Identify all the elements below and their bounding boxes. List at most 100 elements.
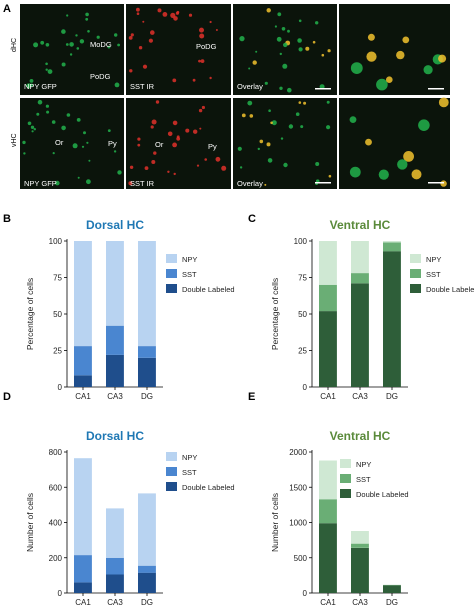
region-label-modg: MoDG [90, 40, 112, 49]
cell-marker [83, 131, 86, 135]
cell-marker [283, 162, 288, 168]
cell-marker [312, 40, 316, 44]
panel-letter-a: A [3, 3, 11, 15]
cell-marker [209, 20, 212, 24]
cell-marker [129, 69, 133, 73]
y-tick-label: 500 [294, 554, 308, 563]
cell-marker [277, 12, 282, 17]
cell-marker [137, 143, 141, 147]
panel-letter-d: D [3, 391, 11, 403]
cell-marker [22, 140, 26, 145]
region-label-podg: PoDG [90, 72, 111, 81]
cell-marker [287, 87, 292, 93]
cell-marker [280, 137, 284, 140]
cell-marker [248, 67, 251, 70]
bar-segment [106, 574, 124, 593]
bar-segment [106, 325, 124, 355]
cell-marker [255, 50, 258, 53]
cell-marker [37, 99, 43, 105]
cell-marker [397, 159, 408, 170]
cell-marker [326, 125, 331, 130]
x-tick-label: CA1 [320, 598, 336, 605]
bar-segment [351, 241, 369, 274]
cell-marker [209, 76, 212, 80]
cell-marker [66, 113, 71, 117]
cell-marker [268, 109, 271, 112]
cell-marker [176, 136, 181, 141]
y-tick-label: 0 [303, 383, 308, 392]
y-axis-label: Number of cells [25, 493, 35, 552]
x-tick-label: CA1 [75, 598, 91, 605]
bar-segment [138, 493, 156, 566]
cell-marker [155, 100, 160, 104]
bar-segment [138, 346, 156, 358]
bar-segment [74, 582, 92, 593]
cell-marker [418, 119, 430, 131]
micrograph-tile [126, 4, 231, 95]
bar-segment [74, 555, 92, 583]
cell-marker [129, 165, 134, 169]
cell-marker [117, 43, 120, 47]
cell-marker [411, 169, 422, 180]
chart-title: Dorsal HC [86, 218, 144, 232]
cell-marker [396, 50, 405, 60]
cell-marker [315, 162, 320, 166]
cell-marker [252, 60, 257, 65]
micrograph-tile [339, 4, 450, 95]
cell-marker [300, 125, 304, 129]
cell-marker [440, 180, 447, 187]
cell-marker [76, 47, 80, 50]
y-tick-label: 1000 [289, 519, 307, 528]
bar-segment [138, 241, 156, 347]
cell-marker [199, 127, 202, 130]
cell-marker [96, 35, 100, 39]
cell-marker [193, 129, 198, 134]
cell-marker [81, 145, 85, 148]
channel-label-dhc-2: SST IR [130, 82, 155, 91]
cell-marker [61, 125, 66, 131]
cell-marker [239, 36, 245, 42]
cell-marker [86, 141, 89, 144]
cell-marker [247, 100, 253, 106]
cell-marker [365, 138, 372, 146]
bar-segment [351, 531, 369, 544]
cell-marker [288, 124, 294, 129]
cell-marker [113, 150, 117, 153]
row-label-dhc: dHC [11, 38, 18, 52]
chart-title: Dorsal HC [86, 429, 144, 443]
panel-letter-e: E [248, 391, 255, 403]
cell-marker [151, 160, 156, 164]
y-tick-label: 100 [294, 237, 308, 246]
legend-swatch [166, 284, 177, 293]
cell-marker [61, 29, 66, 34]
cell-marker [266, 8, 271, 13]
cell-marker [199, 27, 204, 33]
cell-marker [321, 53, 325, 57]
y-tick-label: 2000 [289, 448, 307, 457]
cell-marker [249, 114, 254, 118]
cell-marker [328, 174, 332, 178]
cell-marker [69, 42, 74, 47]
cell-marker [87, 30, 90, 33]
bar-segment [319, 499, 337, 524]
legend-swatch [410, 284, 421, 293]
bar-segment [383, 242, 401, 252]
legend-entry: Double Labeled [356, 490, 409, 499]
cell-marker [142, 64, 148, 69]
cell-marker [378, 169, 389, 180]
legend-entry: NPY [182, 255, 197, 264]
cell-marker [201, 105, 205, 110]
cell-marker [257, 147, 260, 151]
cell-marker [55, 180, 60, 186]
y-tick-label: 800 [49, 448, 63, 457]
cell-marker [386, 76, 393, 83]
cell-marker [237, 146, 242, 151]
region-label-py: Py [108, 139, 117, 148]
bar-segment [74, 375, 92, 387]
cell-marker [45, 104, 50, 108]
cell-marker [403, 151, 414, 162]
cell-marker [45, 68, 48, 71]
legend-swatch [340, 474, 351, 483]
micrograph-tile [20, 4, 124, 95]
bar-segment [383, 585, 401, 593]
